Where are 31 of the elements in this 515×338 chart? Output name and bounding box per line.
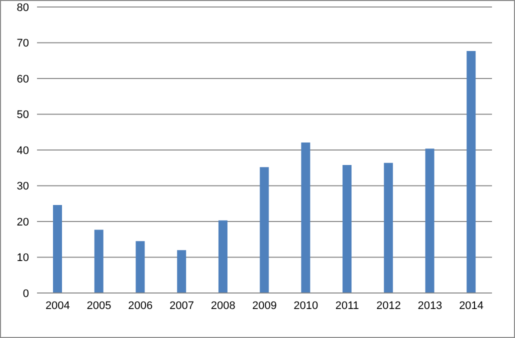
x-tick-label: 2008 <box>210 300 236 312</box>
x-tick-label: 2004 <box>45 300 70 312</box>
bar <box>260 167 269 293</box>
y-tick-label: 70 <box>16 38 29 50</box>
x-tick-label: 2005 <box>86 300 112 312</box>
bar <box>425 148 434 293</box>
bar <box>94 230 104 293</box>
bar <box>218 220 228 293</box>
y-tick-label: 80 <box>16 2 29 14</box>
x-tick-label: 2006 <box>128 300 153 312</box>
y-tick-label: 30 <box>16 180 29 193</box>
x-tick-label: 2014 <box>459 300 484 312</box>
x-tick-label: 2011 <box>335 300 360 312</box>
y-tick-label: 50 <box>16 109 29 122</box>
bar <box>384 162 393 293</box>
bar <box>136 241 145 293</box>
y-tick-label: 10 <box>16 252 29 264</box>
bar <box>177 250 186 293</box>
x-tick-label: 2012 <box>376 300 401 312</box>
x-tick-label: 2009 <box>252 300 277 312</box>
x-tick-label: 2013 <box>418 300 442 312</box>
y-tick-label: 20 <box>16 216 29 228</box>
y-tick-label: 60 <box>16 73 29 86</box>
bar <box>301 142 310 293</box>
x-tick-label: 2010 <box>294 300 318 312</box>
bar <box>342 165 352 293</box>
bar <box>466 50 476 293</box>
x-tick-label: 2007 <box>170 300 194 312</box>
y-tick-label: 0 <box>22 288 29 300</box>
y-tick-label: 40 <box>16 144 29 157</box>
bar <box>53 205 62 293</box>
